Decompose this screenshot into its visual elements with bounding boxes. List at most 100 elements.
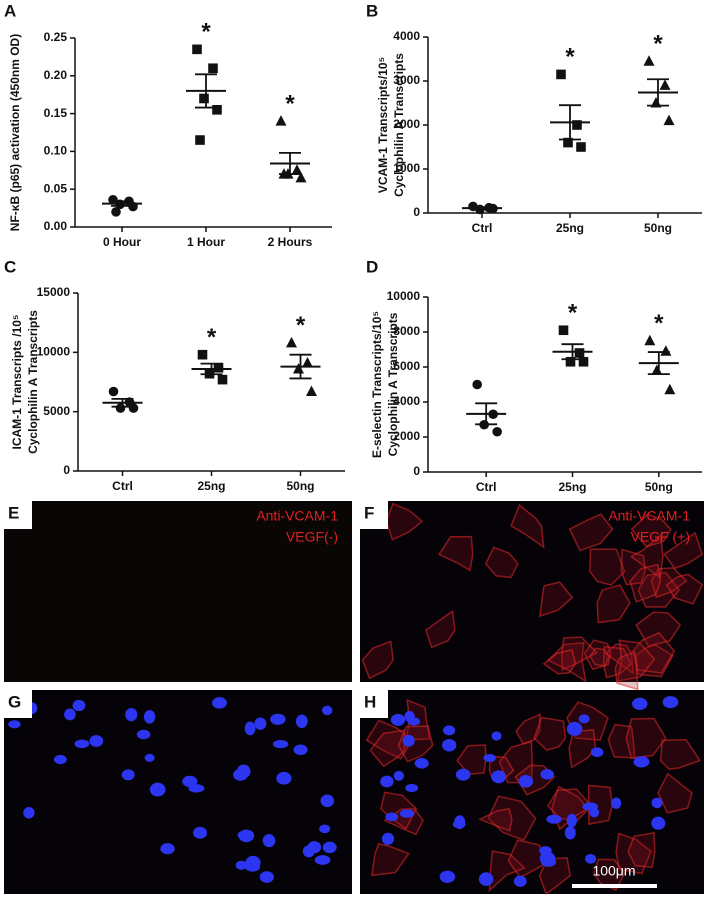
nucleus bbox=[244, 721, 256, 736]
stained-cell bbox=[589, 647, 610, 667]
error-bar bbox=[279, 152, 301, 175]
error-bar bbox=[289, 353, 312, 380]
nucleus bbox=[144, 753, 155, 762]
point bbox=[565, 356, 576, 367]
nucleus bbox=[149, 782, 166, 797]
stained-cell bbox=[437, 535, 474, 572]
stained-cell bbox=[625, 717, 667, 759]
nucleus bbox=[478, 872, 494, 886]
letter-box bbox=[0, 501, 32, 529]
point bbox=[302, 357, 313, 368]
stained-cell bbox=[620, 548, 646, 586]
micrograph bbox=[4, 690, 352, 894]
point bbox=[306, 385, 317, 396]
stained-cell bbox=[456, 744, 487, 775]
y-tick-label: 10000 bbox=[387, 289, 421, 303]
stained-cell bbox=[361, 640, 394, 680]
point bbox=[664, 383, 676, 395]
stained-cell bbox=[665, 573, 704, 605]
nucleus bbox=[262, 834, 276, 848]
y-tick-label: 2000 bbox=[393, 429, 420, 443]
nucleus bbox=[454, 815, 466, 830]
y-axis-label: Cyclophilin A Transcripts bbox=[392, 53, 406, 197]
error-bar bbox=[561, 343, 584, 361]
nucleus bbox=[405, 783, 419, 793]
panel-letter: G bbox=[8, 692, 21, 711]
stained-cell bbox=[663, 531, 704, 570]
x-tick-label: Ctrl bbox=[472, 221, 493, 235]
error-bar bbox=[471, 206, 493, 210]
nucleus bbox=[259, 871, 274, 883]
nucleus bbox=[212, 697, 227, 709]
y-axis-label: E-selectin Transcripts/10⁵ bbox=[370, 311, 384, 458]
point bbox=[563, 137, 573, 148]
nucleus bbox=[254, 717, 267, 730]
stained-cell bbox=[510, 503, 545, 549]
significance: * bbox=[201, 19, 211, 46]
point bbox=[115, 403, 126, 413]
x-tick-label: 25ng bbox=[558, 480, 586, 494]
point bbox=[578, 356, 589, 367]
panel-letter: E bbox=[8, 503, 19, 522]
stained-cell bbox=[542, 648, 577, 675]
nucleus bbox=[385, 812, 399, 822]
stained-cell bbox=[370, 842, 410, 877]
nucleus bbox=[72, 699, 86, 712]
error-bar bbox=[111, 397, 134, 408]
panel-letter: H bbox=[364, 692, 376, 711]
stained-cell bbox=[589, 548, 626, 586]
x-tick-label: Ctrl bbox=[112, 479, 133, 493]
significance: * bbox=[285, 91, 295, 118]
stained-cell bbox=[539, 581, 574, 618]
nucleus bbox=[143, 710, 156, 724]
nucleus bbox=[582, 802, 599, 811]
significance: * bbox=[653, 31, 663, 58]
significance: * bbox=[568, 300, 578, 327]
y-axis-label: Cyclophilin A Transcripts bbox=[26, 310, 40, 454]
point bbox=[195, 135, 205, 145]
micrograph bbox=[4, 501, 352, 682]
y-tick-label: 0.20 bbox=[44, 68, 68, 82]
x-tick-label: Ctrl bbox=[476, 480, 497, 494]
point bbox=[108, 386, 119, 397]
x-tick-label: 1 Hour bbox=[187, 235, 225, 249]
stained-cell bbox=[637, 571, 681, 608]
y-tick-label: 10000 bbox=[37, 345, 71, 359]
nucleus bbox=[121, 769, 135, 781]
stained-cell bbox=[615, 832, 652, 875]
stained-cell bbox=[380, 791, 418, 830]
significance: * bbox=[654, 310, 664, 337]
stained-cell bbox=[657, 772, 693, 814]
nucleus bbox=[237, 830, 252, 840]
y-tick-label: 1000 bbox=[393, 161, 420, 175]
letter-box bbox=[356, 501, 388, 529]
nucleus bbox=[272, 739, 289, 749]
point bbox=[293, 362, 304, 374]
stain-label: VEGF(-) bbox=[286, 529, 338, 545]
nucleus bbox=[8, 720, 21, 729]
scale-bar-label: 100μm bbox=[592, 863, 635, 879]
x-tick-label: 0 Hour bbox=[103, 235, 141, 249]
nucleus bbox=[276, 771, 292, 785]
stained-cell bbox=[397, 725, 434, 763]
point bbox=[217, 374, 228, 385]
x-tick-label: 50ng bbox=[645, 480, 673, 494]
letter-box bbox=[0, 690, 32, 718]
y-axis-label: Cyclophilin A Transcripts bbox=[386, 312, 400, 456]
nucleus bbox=[540, 769, 554, 780]
x-tick-label: 25ng bbox=[556, 221, 584, 235]
point bbox=[643, 55, 655, 66]
nucleus bbox=[564, 826, 576, 840]
stained-cell bbox=[484, 546, 519, 579]
nucleus bbox=[236, 764, 251, 779]
nucleus bbox=[402, 734, 415, 747]
point bbox=[558, 325, 569, 336]
stained-cell bbox=[596, 584, 631, 624]
stain-label: Anti-VCAM-1 bbox=[608, 508, 690, 524]
nucleus bbox=[125, 707, 138, 722]
nucleus bbox=[632, 697, 648, 710]
nucleus bbox=[235, 860, 247, 870]
panel-letter: D bbox=[366, 257, 378, 276]
y-tick-label: 0.25 bbox=[44, 30, 68, 44]
nucleus bbox=[89, 735, 104, 747]
